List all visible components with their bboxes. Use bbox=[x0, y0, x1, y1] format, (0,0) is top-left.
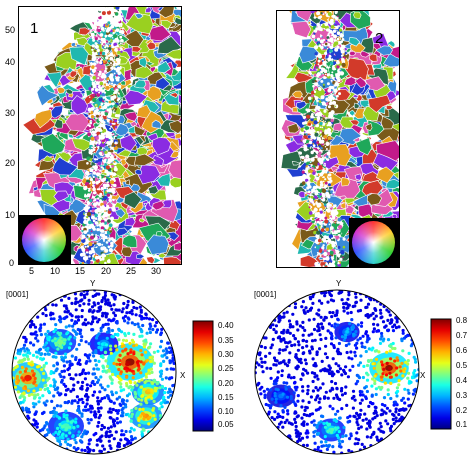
colorbar-1 bbox=[192, 320, 214, 432]
pole-figure-1-x-label: X bbox=[180, 371, 186, 380]
y-tick-10: 10 bbox=[5, 210, 16, 220]
colorbar-2-tick: 0.5 bbox=[456, 361, 468, 370]
y-tick-40: 40 bbox=[5, 57, 16, 67]
colorbar-1-tick: 0.20 bbox=[218, 379, 234, 388]
y-tick-50: 50 bbox=[5, 25, 16, 35]
colorbar-2-tick: 0.1 bbox=[456, 420, 468, 429]
color-key-legend-2 bbox=[349, 218, 399, 267]
x-tick-10: 10 bbox=[50, 266, 61, 276]
pole-figure-1 bbox=[11, 289, 177, 455]
orientation-map-1-image bbox=[22, 7, 181, 264]
pole-figure-2-direction: [0001] bbox=[254, 290, 277, 299]
orientation-map-2 bbox=[276, 10, 400, 268]
colorbar-2-tick: 0.3 bbox=[456, 391, 468, 400]
color-key-legend-1 bbox=[19, 215, 71, 264]
y-tick-20: 20 bbox=[5, 158, 16, 168]
colorbar-1-tick: 0.30 bbox=[218, 350, 234, 359]
colorbar-1-tick: 0.35 bbox=[218, 336, 234, 345]
x-tick-5: 5 bbox=[29, 266, 35, 276]
x-tick-30: 30 bbox=[151, 266, 162, 276]
colorbar-2-tick: 0.8 bbox=[456, 316, 468, 325]
pole-figure-2-x-label: X bbox=[420, 371, 426, 380]
y-tick-0: 0 bbox=[9, 258, 15, 268]
x-tick-20: 20 bbox=[101, 266, 112, 276]
x-tick-15: 15 bbox=[75, 266, 86, 276]
pole-figure-1-y-label: Y bbox=[90, 279, 96, 288]
colorbar-2-tick: 0.2 bbox=[456, 406, 468, 415]
colorbar-2-tick: 0.4 bbox=[456, 376, 468, 385]
colorbar-2 bbox=[430, 318, 452, 430]
colorbar-1-tick: 0.15 bbox=[218, 393, 234, 402]
y-tick-30: 30 bbox=[5, 108, 16, 118]
colorbar-1-tick: 0.25 bbox=[218, 364, 234, 373]
colorbar-1-tick: 0.10 bbox=[218, 407, 234, 416]
pole-figure-2-y-label: Y bbox=[336, 279, 342, 288]
x-tick-25: 25 bbox=[126, 266, 137, 276]
colorbar-2-tick: 0.7 bbox=[456, 331, 468, 340]
pole-figure-2 bbox=[254, 289, 420, 455]
pole-figure-1-direction: [0001] bbox=[6, 290, 29, 299]
panel-label-1: 1 bbox=[30, 20, 39, 37]
colorbar-1-tick: 0.40 bbox=[218, 321, 234, 330]
panel-label-2: 2 bbox=[375, 30, 384, 47]
orientation-map-1 bbox=[18, 6, 182, 265]
colorbar-2-tick: 0.6 bbox=[456, 346, 468, 355]
colorbar-1-tick: 0.05 bbox=[218, 420, 234, 429]
